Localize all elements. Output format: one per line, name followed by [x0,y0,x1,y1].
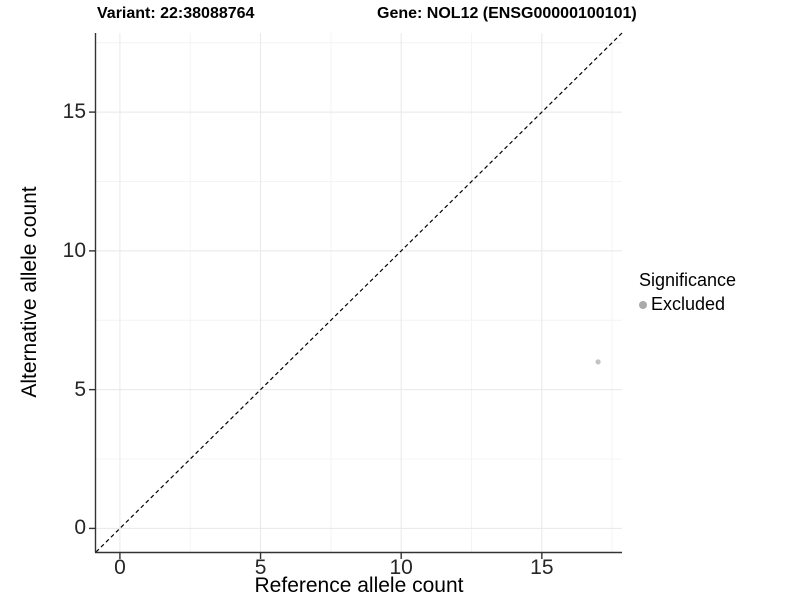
legend-entry-label: Excluded [651,294,726,314]
x-axis-title: Reference allele count [254,574,464,597]
legend: Significance Excluded [639,270,736,315]
y-tick-label: 0 [74,516,86,540]
legend-marker-circle-icon [639,300,647,309]
plot-title-gene: Gene: NOL12 (ENSG00000100101) [377,5,637,22]
y-axis-title: Alternative allele count [18,186,41,398]
x-tick-label: 10 [389,556,413,579]
identity-line [95,32,623,553]
y-tick-label: 5 [74,377,86,401]
legend-title: Significance [639,270,737,290]
data-point [595,359,601,365]
legend-entry-excluded: Excluded [639,294,736,315]
x-tick-label: 15 [530,556,554,579]
x-tick-label: 5 [254,556,267,579]
x-tick-label: 0 [114,556,126,579]
y-tick-label: 15 [62,100,86,124]
y-tick-label: 10 [62,238,86,262]
plot-title-variant: Variant: 22:38088764 [97,5,255,22]
